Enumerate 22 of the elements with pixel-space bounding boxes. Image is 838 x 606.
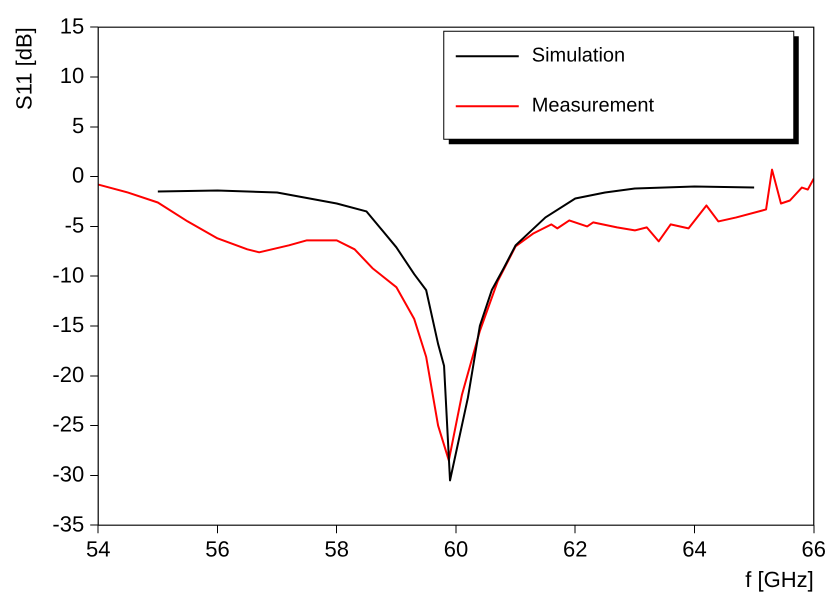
y-tick-label: 5 bbox=[72, 112, 84, 138]
y-tick-label: -10 bbox=[52, 262, 84, 288]
y-tick-label: 0 bbox=[72, 162, 84, 188]
x-tick-label: 64 bbox=[682, 536, 707, 562]
y-tick-label: 10 bbox=[60, 63, 84, 88]
y-axis-title: S11 [dB] bbox=[11, 27, 36, 110]
y-tick-label: -5 bbox=[64, 212, 84, 238]
legend-label: Simulation bbox=[532, 44, 626, 67]
y-tick-label: -25 bbox=[52, 412, 84, 437]
x-tick-label: 58 bbox=[324, 536, 349, 562]
x-tick-label: 62 bbox=[563, 536, 588, 562]
legend-label: Measurement bbox=[532, 94, 654, 117]
y-tick-label: -20 bbox=[52, 362, 84, 387]
y-tick-label: -15 bbox=[52, 312, 84, 338]
y-tick-label: -30 bbox=[52, 461, 84, 486]
y-tick-label: 15 bbox=[60, 13, 84, 38]
x-tick-label: 56 bbox=[205, 536, 230, 562]
x-tick-label: 66 bbox=[802, 536, 826, 562]
x-axis-title: f [GHz] bbox=[745, 566, 814, 592]
y-tick-label: -35 bbox=[52, 511, 84, 536]
x-tick-label: 54 bbox=[86, 536, 110, 562]
x-tick-label: 60 bbox=[444, 536, 468, 562]
